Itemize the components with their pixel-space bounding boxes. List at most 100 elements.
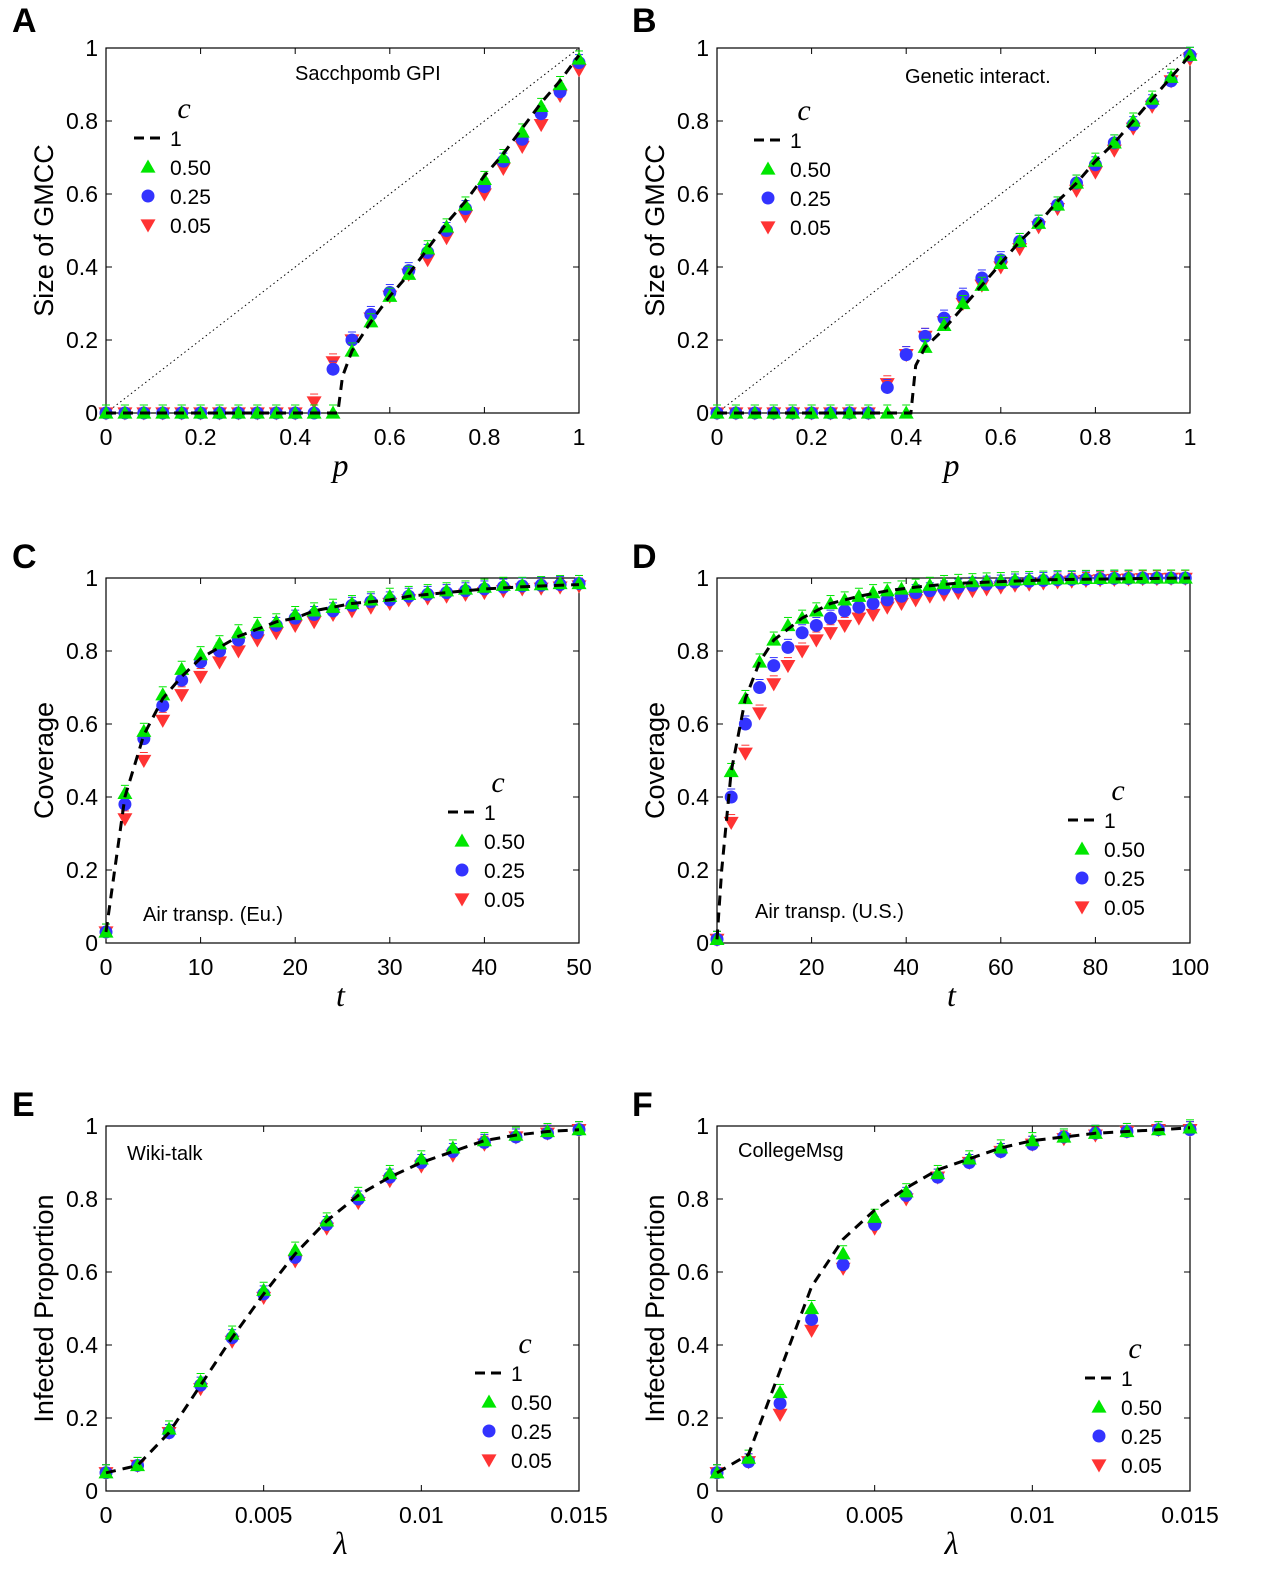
x-tick-label: 40 xyxy=(893,954,919,980)
panel-d: D 0 20 40 60 80 100 0 0.2 0.4 0.6 0.8 1 t Coverage Air … xyxy=(632,538,1209,1013)
data-point xyxy=(898,1184,914,1198)
legend-label: 0.50 xyxy=(511,1392,552,1415)
data-point xyxy=(950,574,966,589)
data-point xyxy=(936,317,952,332)
data-point xyxy=(326,362,340,376)
dataset-annotation: Sacchpomb GPI xyxy=(295,63,441,85)
legend-label: 0.50 xyxy=(484,831,525,854)
legend-label: 0.25 xyxy=(511,1421,552,1444)
data-point xyxy=(1135,570,1151,584)
y-tick-label: 0.4 xyxy=(677,1332,709,1358)
y-axis-label: Infected Proportion xyxy=(640,1194,670,1422)
legend-label: 0.50 xyxy=(170,157,211,180)
y-tick-label: 0.6 xyxy=(677,711,709,737)
legend-title: c xyxy=(797,94,810,127)
x-tick-label: 80 xyxy=(1083,954,1109,980)
data-point xyxy=(836,1258,850,1272)
data-point xyxy=(851,588,867,602)
series-005 xyxy=(709,50,1198,421)
legend-marker-icon xyxy=(140,159,156,173)
data-point xyxy=(1050,197,1066,211)
data-point xyxy=(795,626,809,640)
x-tick-label: 1 xyxy=(1184,424,1197,450)
x-axis-label: λ xyxy=(944,1525,959,1561)
legend-label: 0.05 xyxy=(511,1450,552,1473)
data-point xyxy=(325,599,341,613)
data-point xyxy=(533,119,549,133)
y-axis-label: Coverage xyxy=(640,702,670,819)
legend-marker-icon xyxy=(1091,1459,1107,1473)
x-tick-label: 100 xyxy=(1171,954,1209,980)
dataset-annotation: Wiki-talk xyxy=(127,1143,204,1165)
legend-marker-icon xyxy=(481,1454,497,1468)
x-tick-label: 0 xyxy=(711,424,724,450)
data-point xyxy=(823,405,839,419)
data-point xyxy=(808,634,824,648)
plot-frame xyxy=(105,47,580,414)
data-point xyxy=(837,592,853,606)
data-point xyxy=(823,627,839,641)
x-tick-label: 0.6 xyxy=(985,424,1017,450)
legend-marker-icon xyxy=(1074,901,1090,915)
x-tick-label: 20 xyxy=(282,954,308,980)
x-tick-label: 40 xyxy=(472,954,498,980)
y-tick-label: 1 xyxy=(696,565,709,591)
x-tick-label: 10 xyxy=(188,954,214,980)
x-axis-label: t xyxy=(336,977,346,1013)
data-point xyxy=(1121,570,1137,584)
data-point xyxy=(287,1242,303,1256)
series-025 xyxy=(99,574,586,939)
legend-marker-icon xyxy=(760,221,776,235)
data-point xyxy=(838,604,852,618)
legend-title: c xyxy=(1111,774,1124,807)
legend-label: 0.05 xyxy=(1104,897,1145,920)
data-point xyxy=(767,659,781,673)
data-point xyxy=(794,645,810,659)
plot-frame xyxy=(716,1125,1191,1492)
series-1-line xyxy=(715,576,1191,940)
data-point xyxy=(420,241,436,255)
legend-label: 0.05 xyxy=(484,889,525,912)
data-point xyxy=(961,1151,977,1165)
data-point xyxy=(1163,69,1179,83)
data-point xyxy=(136,723,152,737)
data-point xyxy=(867,1209,883,1223)
legend-marker-icon xyxy=(760,161,776,175)
y-tick-label: 1 xyxy=(696,1113,709,1139)
legend-label: 1 xyxy=(484,802,496,825)
y-tick-label: 1 xyxy=(85,35,98,61)
y-tick-label: 0.2 xyxy=(66,327,98,353)
plot-frame xyxy=(105,1125,580,1492)
series-050 xyxy=(98,574,587,938)
data-point xyxy=(851,612,867,626)
legend-label: 0.50 xyxy=(1104,839,1145,862)
legend-marker-icon xyxy=(454,893,470,907)
legend-label: 1 xyxy=(1104,810,1116,833)
legend-label: 0.05 xyxy=(790,217,831,240)
y-tick-label: 0 xyxy=(85,1478,98,1504)
x-tick-label: 0.4 xyxy=(279,424,311,450)
data-point xyxy=(772,1408,788,1422)
series-1-line xyxy=(105,1128,580,1475)
data-point xyxy=(1182,1120,1198,1134)
y-tick-label: 0.2 xyxy=(677,1405,709,1431)
y-tick-label: 0.8 xyxy=(66,638,98,664)
x-tick-label: 0.01 xyxy=(1010,1502,1055,1528)
dataset-annotation: Air transp. (Eu.) xyxy=(143,904,283,926)
data-point xyxy=(193,670,209,685)
data-point xyxy=(979,573,995,587)
data-point xyxy=(193,1374,209,1388)
legend-marker-icon xyxy=(454,833,470,847)
legend: c 1 0.50 0.25 0.05 xyxy=(448,766,525,912)
data-point xyxy=(155,687,171,701)
panel-letter: A xyxy=(12,2,37,40)
x-tick-label: 1 xyxy=(573,424,586,450)
data-point xyxy=(175,673,189,687)
data-point xyxy=(741,1450,757,1464)
data-point xyxy=(824,611,838,625)
legend-label: 0.25 xyxy=(1121,1426,1162,1449)
y-axis-label: Size of GMCC xyxy=(29,144,59,317)
data-point xyxy=(287,607,303,621)
legend-title: c xyxy=(518,1327,531,1360)
